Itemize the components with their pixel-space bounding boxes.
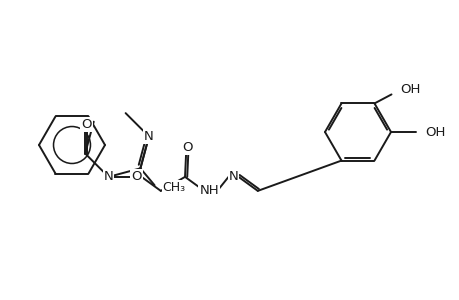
Text: CH₃: CH₃ — [162, 181, 185, 194]
Text: O: O — [131, 170, 141, 183]
Text: N: N — [228, 170, 238, 183]
Text: O: O — [81, 118, 91, 131]
Text: OH: OH — [400, 83, 420, 96]
Text: N: N — [144, 130, 153, 143]
Text: N: N — [103, 170, 113, 183]
Text: O: O — [181, 141, 192, 154]
Text: OH: OH — [424, 125, 444, 139]
Text: NH: NH — [199, 184, 218, 197]
